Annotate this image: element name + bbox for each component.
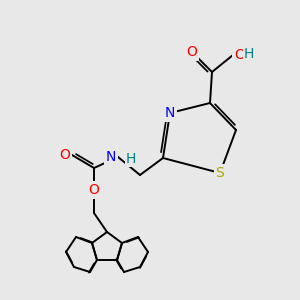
Text: N: N [165,106,175,120]
Text: S: S [216,166,224,180]
Text: H: H [244,47,254,61]
Text: N: N [106,150,116,164]
Text: O: O [59,148,70,162]
Text: O: O [187,45,197,59]
Text: O: O [88,183,99,197]
Text: H: H [126,152,136,166]
Text: O: O [234,48,245,62]
